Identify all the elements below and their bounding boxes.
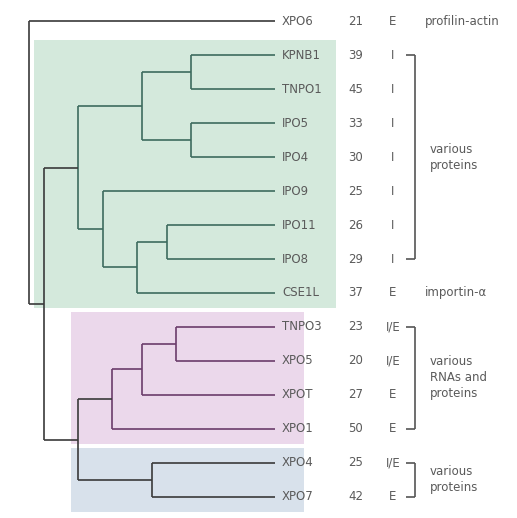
- Text: 50: 50: [348, 422, 363, 436]
- Text: XPO4: XPO4: [282, 456, 314, 469]
- Text: 29: 29: [348, 252, 363, 266]
- Text: IPO9: IPO9: [282, 184, 309, 197]
- Text: IPO8: IPO8: [282, 252, 309, 266]
- Text: TNPO3: TNPO3: [282, 321, 322, 334]
- Text: various
proteins: various proteins: [430, 142, 478, 171]
- Text: I: I: [391, 82, 394, 96]
- Text: 39: 39: [348, 49, 363, 62]
- Text: profilin-actin: profilin-actin: [425, 15, 499, 27]
- Text: I/E: I/E: [386, 321, 400, 334]
- Text: IPO5: IPO5: [282, 117, 309, 130]
- Text: TNPO1: TNPO1: [282, 82, 322, 96]
- Text: 27: 27: [348, 388, 363, 401]
- Text: KPNB1: KPNB1: [282, 49, 321, 62]
- Text: E: E: [389, 388, 397, 401]
- Text: I: I: [391, 219, 394, 232]
- Text: IPO11: IPO11: [282, 219, 317, 232]
- Text: importin-α: importin-α: [425, 286, 487, 299]
- Text: 30: 30: [348, 151, 363, 164]
- Text: I: I: [391, 151, 394, 164]
- Text: IPO4: IPO4: [282, 151, 309, 164]
- Text: 42: 42: [348, 491, 363, 503]
- Text: 26: 26: [348, 219, 363, 232]
- Text: 21: 21: [348, 15, 363, 27]
- Text: E: E: [389, 286, 397, 299]
- Bar: [34, 40, 336, 308]
- Text: XPO1: XPO1: [282, 422, 314, 436]
- Text: E: E: [389, 422, 397, 436]
- Text: I/E: I/E: [386, 354, 400, 367]
- Text: 33: 33: [348, 117, 363, 130]
- Text: I/E: I/E: [386, 456, 400, 469]
- Text: 25: 25: [348, 456, 363, 469]
- Text: I: I: [391, 117, 394, 130]
- Bar: [71, 312, 305, 444]
- Text: 45: 45: [348, 82, 363, 96]
- Text: I: I: [391, 49, 394, 62]
- Text: 25: 25: [348, 184, 363, 197]
- Text: XPO6: XPO6: [282, 15, 314, 27]
- Bar: [71, 448, 305, 512]
- Text: 20: 20: [348, 354, 363, 367]
- Text: various
proteins: various proteins: [430, 465, 478, 494]
- Text: XPO7: XPO7: [282, 491, 314, 503]
- Text: I: I: [391, 252, 394, 266]
- Text: E: E: [389, 15, 397, 27]
- Text: E: E: [389, 491, 397, 503]
- Text: I: I: [391, 184, 394, 197]
- Text: CSE1L: CSE1L: [282, 286, 319, 299]
- Text: 23: 23: [348, 321, 363, 334]
- Text: various
RNAs and
proteins: various RNAs and proteins: [430, 355, 487, 400]
- Text: XPO5: XPO5: [282, 354, 314, 367]
- Text: XPOT: XPOT: [282, 388, 314, 401]
- Text: 37: 37: [348, 286, 363, 299]
